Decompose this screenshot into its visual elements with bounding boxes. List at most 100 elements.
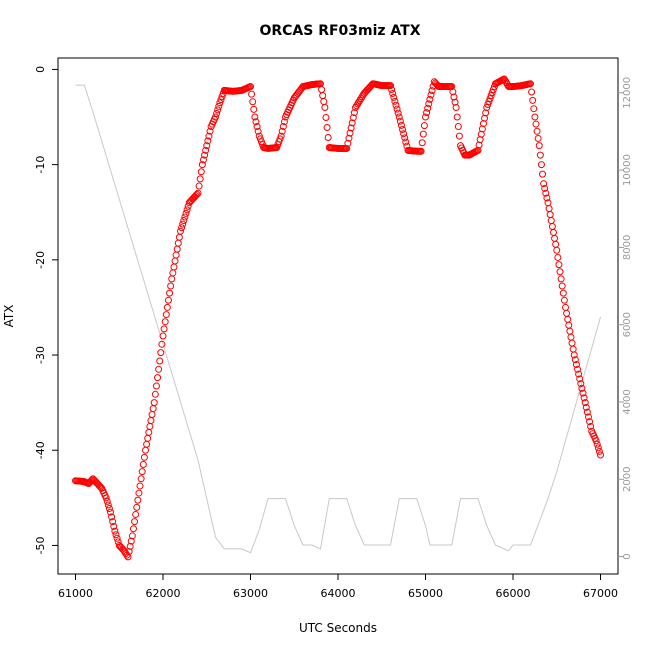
atx-point: [151, 390, 159, 398]
atx-point: [551, 234, 559, 242]
atx-point: [198, 161, 206, 169]
atx-point: [159, 332, 167, 340]
atx-point: [213, 109, 221, 117]
atx-point: [212, 113, 219, 121]
atx-point: [577, 380, 585, 388]
x-axis: 61000 62000 63000 64000 65000 66000 67000: [58, 573, 618, 600]
atx-point: [178, 224, 186, 232]
atx-point: [418, 139, 426, 147]
atx-point: [110, 522, 118, 530]
atx-point: [567, 333, 575, 341]
atx-point: [584, 413, 592, 421]
y-tick-label: -20: [34, 251, 47, 269]
x-tick-label: 62000: [146, 587, 181, 600]
atx-point: [583, 408, 591, 416]
atx-point: [251, 113, 259, 121]
atx-point: [104, 501, 112, 509]
atx-point: [174, 239, 182, 247]
atx-point: [545, 205, 553, 213]
atx-point: [138, 468, 146, 476]
atx-point: [107, 508, 114, 516]
atx-point: [564, 315, 572, 323]
y-tick-label: 0: [34, 66, 47, 73]
atx-point: [97, 483, 105, 491]
atx-point: [109, 518, 117, 526]
atx-point: [320, 98, 328, 106]
atx-point: [206, 127, 214, 135]
atx-point: [170, 263, 178, 271]
atx-point: [144, 434, 152, 442]
atx-point: [131, 518, 139, 526]
atx-point: [537, 161, 545, 169]
atx-point: [149, 405, 157, 413]
atx-point: [580, 394, 588, 402]
atx-point: [392, 101, 400, 109]
atx-point: [387, 82, 394, 90]
atx-point: [162, 311, 170, 319]
atx-point: [549, 228, 557, 236]
atx-point: [196, 175, 204, 183]
atx-point: [217, 96, 225, 104]
atx-point: [250, 105, 258, 113]
atx-point: [530, 105, 538, 113]
atx-point: [124, 553, 132, 561]
atx-point: [167, 282, 175, 290]
x-tick-label: 67000: [583, 587, 618, 600]
atx-point: [425, 100, 433, 108]
atx-point: [321, 104, 329, 112]
atx-point: [569, 345, 577, 353]
atx-point: [547, 217, 555, 225]
atx-point: [348, 119, 356, 127]
atx-point: [126, 542, 134, 550]
atx-point: [343, 144, 351, 152]
atx-point: [483, 104, 491, 112]
atx-point: [102, 494, 110, 502]
atx-point: [559, 289, 567, 297]
atx-point: [215, 102, 223, 110]
atx-point: [553, 246, 561, 254]
chart-title: ORCAS RF03miz ATX: [259, 23, 420, 39]
atx-point: [396, 117, 404, 125]
atx-point: [218, 93, 226, 101]
x-axis-label: UTC Seconds: [299, 621, 377, 635]
atx-point: [593, 440, 601, 448]
atx-point: [145, 428, 153, 436]
atx-point: [485, 98, 493, 106]
y2-tick-label: 0: [622, 553, 633, 559]
y-tick-label: -30: [34, 346, 47, 364]
atx-point: [147, 416, 155, 424]
atx-point: [391, 97, 399, 105]
atx-point: [157, 349, 165, 357]
atx-point: [112, 531, 120, 539]
atx-point: [158, 340, 166, 348]
atx-point: [319, 92, 327, 100]
atx-point: [543, 194, 551, 202]
atx-point: [428, 87, 436, 95]
atx-point: [133, 503, 141, 511]
atx-point: [531, 113, 539, 121]
y-axis-label: ATX: [2, 305, 16, 328]
y-axis-right: 0 2000 4000 6000 8000 10000 12000: [618, 77, 633, 560]
atx-point: [532, 120, 540, 128]
atx-point: [277, 132, 285, 140]
atx-point: [103, 497, 111, 505]
atx-point: [324, 133, 332, 141]
atx-point: [455, 132, 463, 140]
atx-point: [248, 90, 256, 98]
atx-point: [280, 118, 288, 126]
atx-point: [201, 151, 209, 159]
atx-point: [111, 527, 119, 535]
atx-point: [574, 365, 582, 373]
atx-point: [168, 275, 176, 283]
atx-point: [528, 88, 536, 96]
atx-point: [554, 253, 562, 261]
atx-point: [450, 93, 458, 101]
x-tick-label: 63000: [233, 587, 268, 600]
y-tick-label: -40: [34, 441, 47, 459]
atx-point: [579, 389, 587, 397]
atx-point: [154, 374, 162, 382]
atx-point: [566, 327, 574, 335]
atx-point: [199, 156, 207, 164]
atx-point: [557, 275, 565, 283]
y2-tick-label: 8000: [622, 235, 633, 260]
